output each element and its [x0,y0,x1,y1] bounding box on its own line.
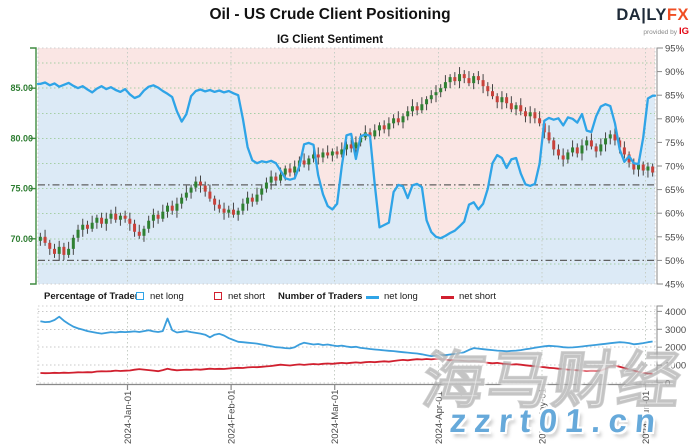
candlesticks [38,67,655,261]
svg-text:70.00: 70.00 [10,234,33,244]
logo-fx-text: FX [666,6,689,24]
svg-text:60%: 60% [665,209,685,220]
axes [30,47,663,390]
plot-borders [37,47,656,384]
svg-text:50%: 50% [665,256,685,267]
traders-net_long-line [40,315,653,358]
svg-text:95%: 95% [665,44,685,55]
svg-text:4000: 4000 [665,307,686,318]
svg-text:90%: 90% [665,67,685,78]
svg-text:45%: 45% [665,280,685,291]
sentiment-line [36,81,657,240]
chart-subtitle: IG Client Sentiment [276,34,384,46]
sentiment-background [38,48,655,284]
x-axis-label: 2024-Feb-01 [227,390,238,444]
dailyfx-wordmark: DA|LYFX [616,7,689,24]
svg-text:80%: 80% [665,114,685,125]
svg-text:85.00: 85.00 [10,83,33,93]
svg-text:3000: 3000 [665,325,686,336]
dailyfx-logo: DA|LYFX provided by IG [616,7,689,36]
svg-text:75%: 75% [665,138,685,149]
logo-daily-text: DA|LY [616,6,667,24]
svg-text:1000: 1000 [665,361,686,372]
traders-panel-lines [40,315,653,375]
svg-text:75.00: 75.00 [10,184,33,194]
svg-text:0: 0 [665,379,670,390]
svg-text:55%: 55% [665,232,685,243]
ig-logo-text: IG [678,25,689,37]
logo-provided-by: provided by IG [616,25,689,37]
reference-lines [38,184,655,261]
provided-by-text: provided by [643,28,677,36]
svg-text:85%: 85% [665,91,685,102]
page-title: Oil - US Crude Client Positioning [209,6,451,23]
axis-labels: 85.00 80.00 75.00 70.00 95% 90% 85% 80% 75% 70% 65… [10,44,686,445]
x-axis-label: 2024-Jun-01 [641,391,652,444]
x-axis-label: 2024-Mar-01 [330,390,341,444]
svg-text:80.00: 80.00 [10,133,33,143]
svg-text:2000: 2000 [665,343,686,354]
svg-text:65%: 65% [665,185,685,196]
x-axis-label: 2024-Apr-01 [434,391,445,444]
x-axis-label: 2024-May-01 [537,388,548,444]
svg-text:70%: 70% [665,162,685,173]
x-axis-label: 2024-Jan-01 [123,391,134,444]
traders-net_short-line [40,357,653,375]
